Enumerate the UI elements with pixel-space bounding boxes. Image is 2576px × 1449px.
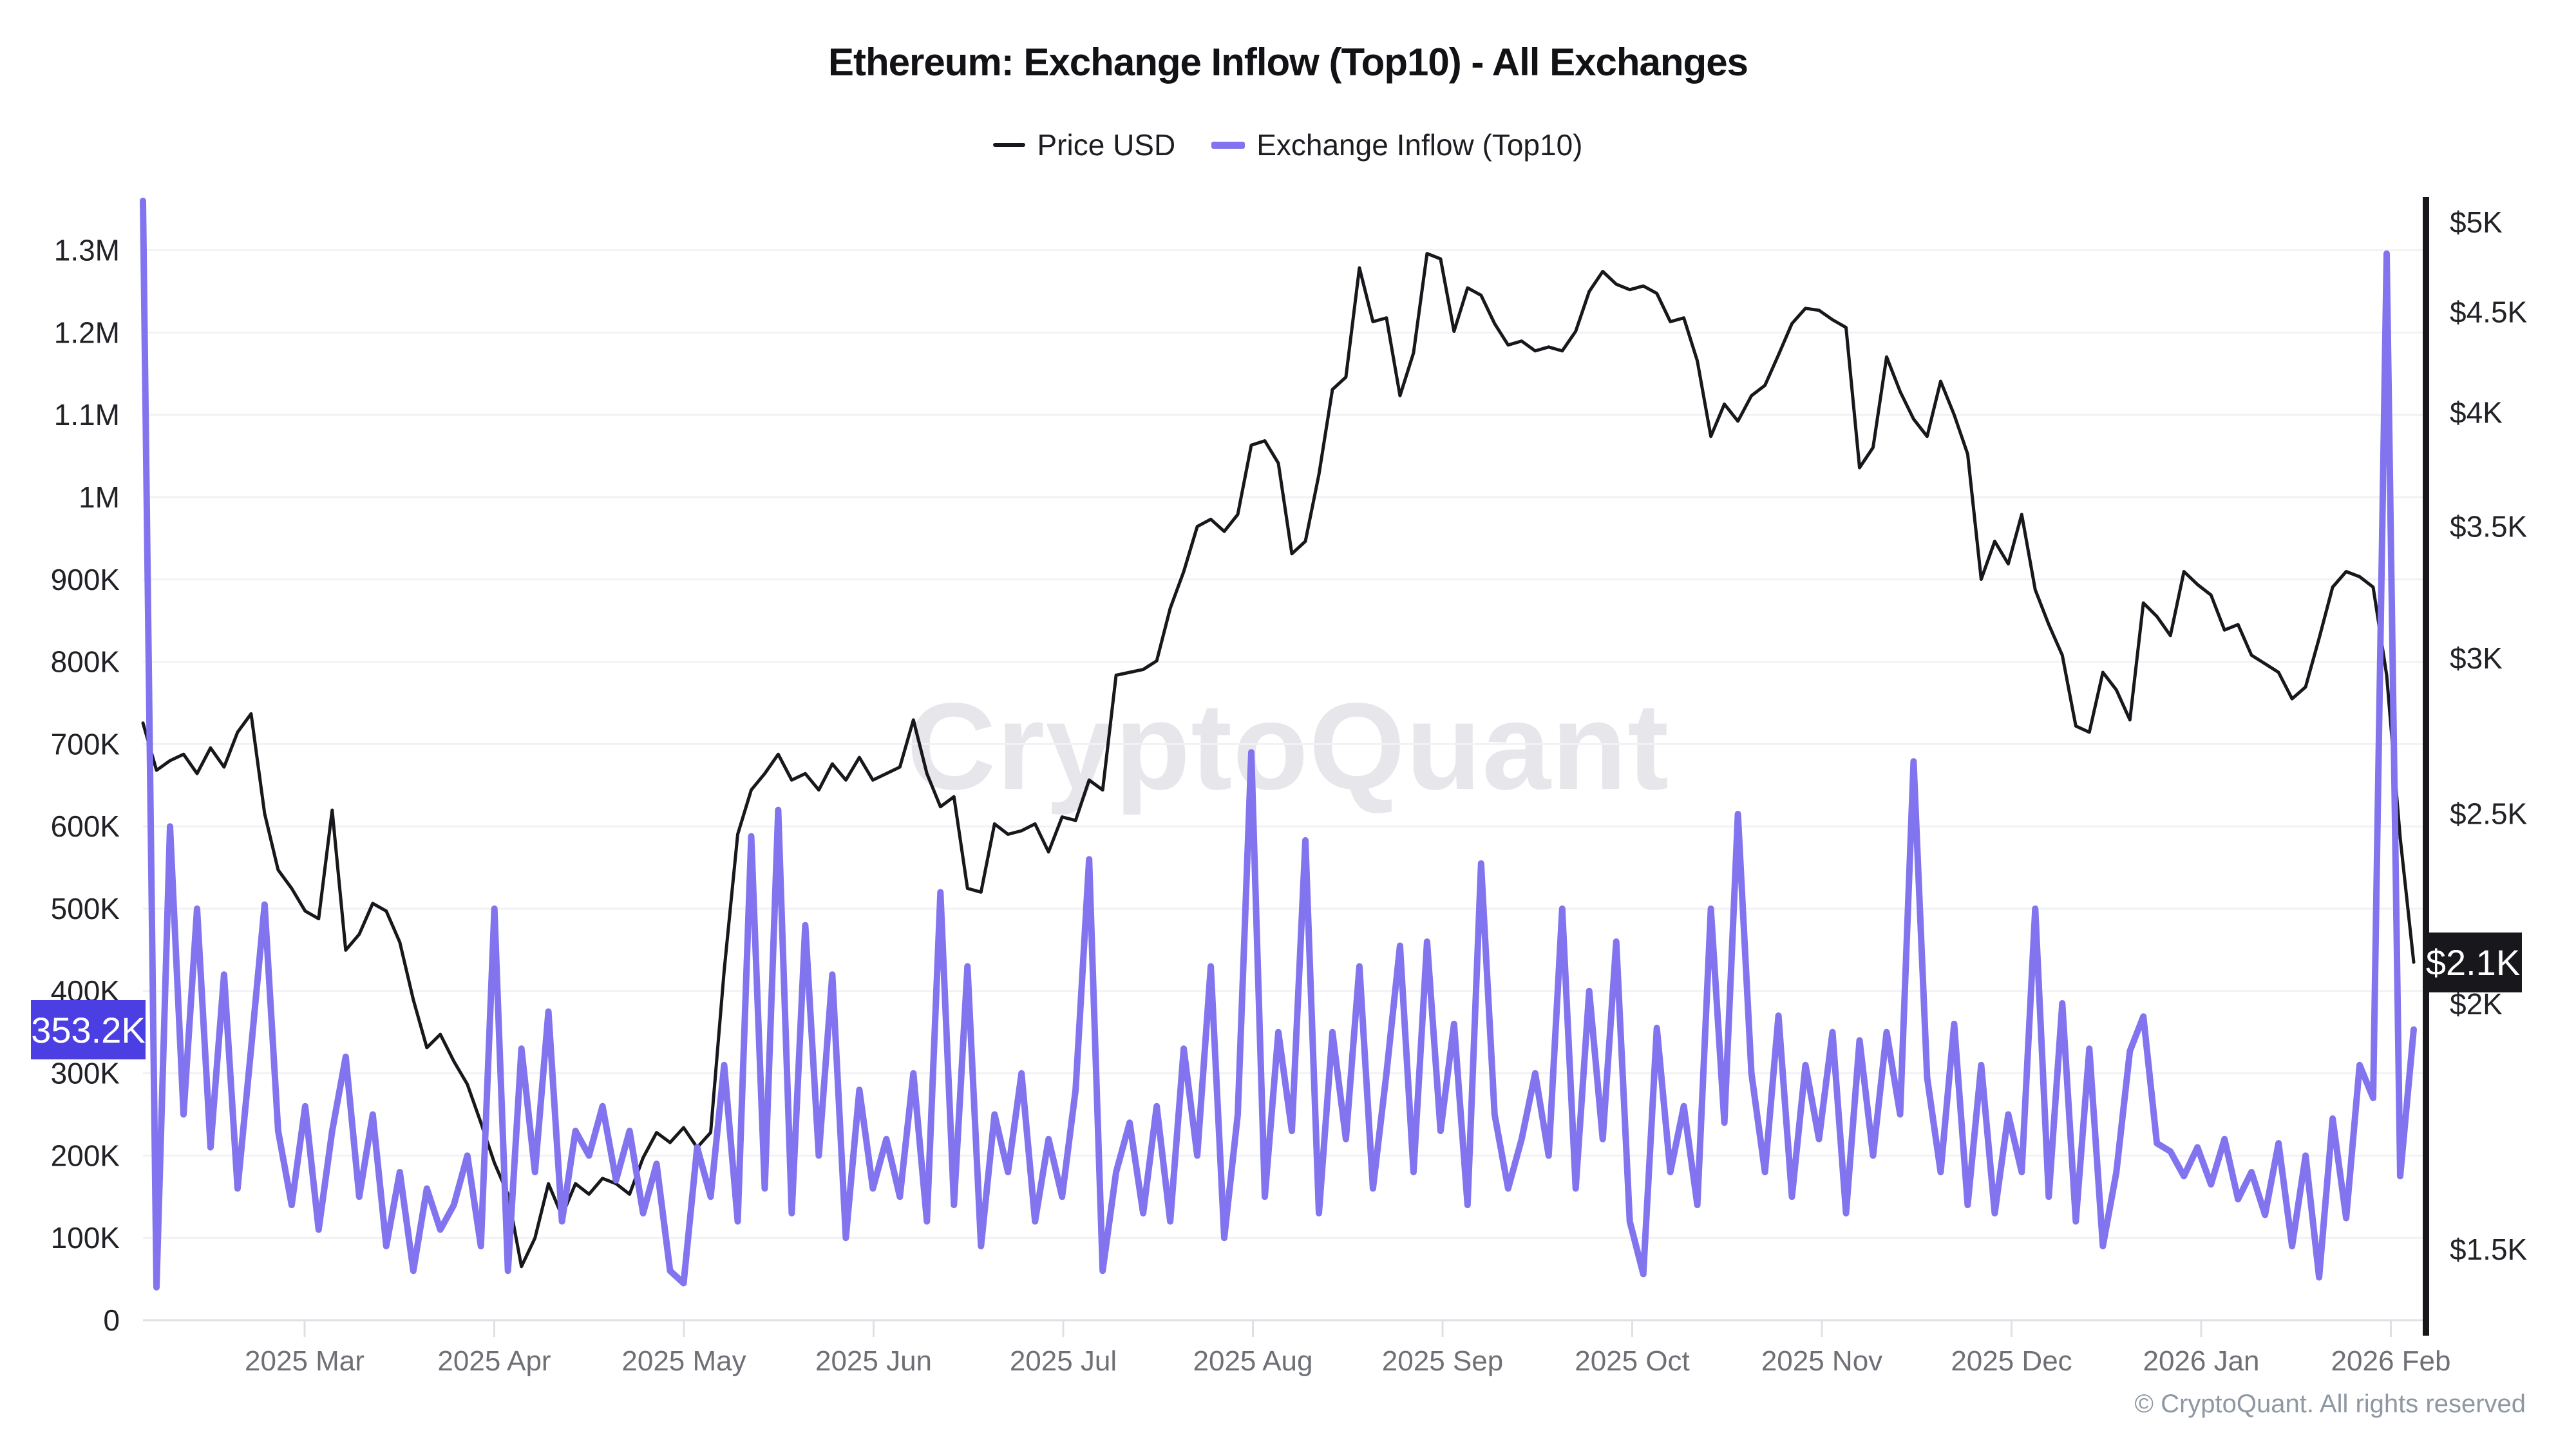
- chart-title: Ethereum: Exchange Inflow (Top10) - All …: [828, 41, 1748, 84]
- left-axis-tick-label: 100K: [51, 1221, 120, 1255]
- x-tick-label: 2026 Jan: [2143, 1345, 2259, 1377]
- x-tick-label: 2025 Oct: [1575, 1345, 1690, 1377]
- left-axis-tick-label: 700K: [51, 727, 120, 761]
- left-axis-tick-label: 300K: [51, 1057, 120, 1090]
- copyright-notice: © CryptoQuant. All rights reserved: [2134, 1390, 2526, 1418]
- left-axis-tick-label: 0: [103, 1303, 120, 1337]
- left-axis-tick-label: 800K: [51, 645, 120, 679]
- left-axis-tick-label: 600K: [51, 810, 120, 843]
- right-axis-tick-label: $2.5K: [2450, 797, 2528, 830]
- inflow-line-swatch-icon: [1211, 141, 1245, 149]
- x-tick-label: 2025 Aug: [1193, 1345, 1313, 1377]
- x-tick-label: 2026 Feb: [2331, 1345, 2451, 1377]
- x-tick-label: 2025 Jun: [815, 1345, 932, 1377]
- left-axis-tick-label: 200K: [51, 1139, 120, 1172]
- x-tick-label: 2025 Mar: [245, 1345, 365, 1377]
- left-axis-tick-label: 1.3M: [54, 234, 120, 267]
- right-axis-tick-label: $1.5K: [2450, 1233, 2528, 1266]
- legend: Price USD Exchange Inflow (Top10): [0, 128, 2576, 162]
- right-axis-tick-label: $3.5K: [2450, 510, 2528, 544]
- cryptoquant-watermark: CryptoQuant: [906, 677, 1670, 815]
- right-axis-tick-label: $4K: [2450, 396, 2503, 430]
- left-axis-tick-label: 900K: [51, 563, 120, 596]
- left-axis-tick-label: 1.2M: [54, 316, 120, 349]
- x-tick-label: 2025 Apr: [437, 1345, 551, 1377]
- series-price-usd: [141, 252, 2416, 1269]
- left-axis-tick-label: 1.1M: [54, 398, 120, 431]
- right-axis-tick-label: $2K: [2450, 987, 2503, 1021]
- right-axis-tick-label: $5K: [2450, 205, 2503, 239]
- x-tick-label: 2025 Jul: [1010, 1345, 1117, 1377]
- legend-item-price[interactable]: Price USD: [993, 128, 1175, 162]
- legend-label-inflow: Exchange Inflow (Top10): [1256, 128, 1583, 162]
- x-tick-label: 2025 May: [621, 1345, 746, 1377]
- x-tick-label: 2025 Dec: [1951, 1345, 2072, 1377]
- legend-label-price: Price USD: [1037, 128, 1176, 162]
- legend-item-inflow[interactable]: Exchange Inflow (Top10): [1211, 128, 1583, 162]
- price-current-value-badge: $2.1K: [2424, 933, 2522, 992]
- price-line-swatch-icon: [993, 143, 1026, 147]
- x-tick-label: 2025 Nov: [1761, 1345, 1882, 1377]
- inflow-current-value-badge: 353.2K: [31, 1000, 146, 1059]
- series-exchange-inflow: [140, 197, 2417, 1291]
- left-axis-tick-label: 1M: [79, 480, 120, 514]
- right-axis-spine: [2423, 197, 2429, 1336]
- right-axis-tick-label: $3K: [2450, 641, 2503, 675]
- left-axis-tick-label: 500K: [51, 892, 120, 925]
- x-tick-label: 2025 Sep: [1382, 1345, 1503, 1377]
- right-axis-tick-label: $4.5K: [2450, 296, 2528, 329]
